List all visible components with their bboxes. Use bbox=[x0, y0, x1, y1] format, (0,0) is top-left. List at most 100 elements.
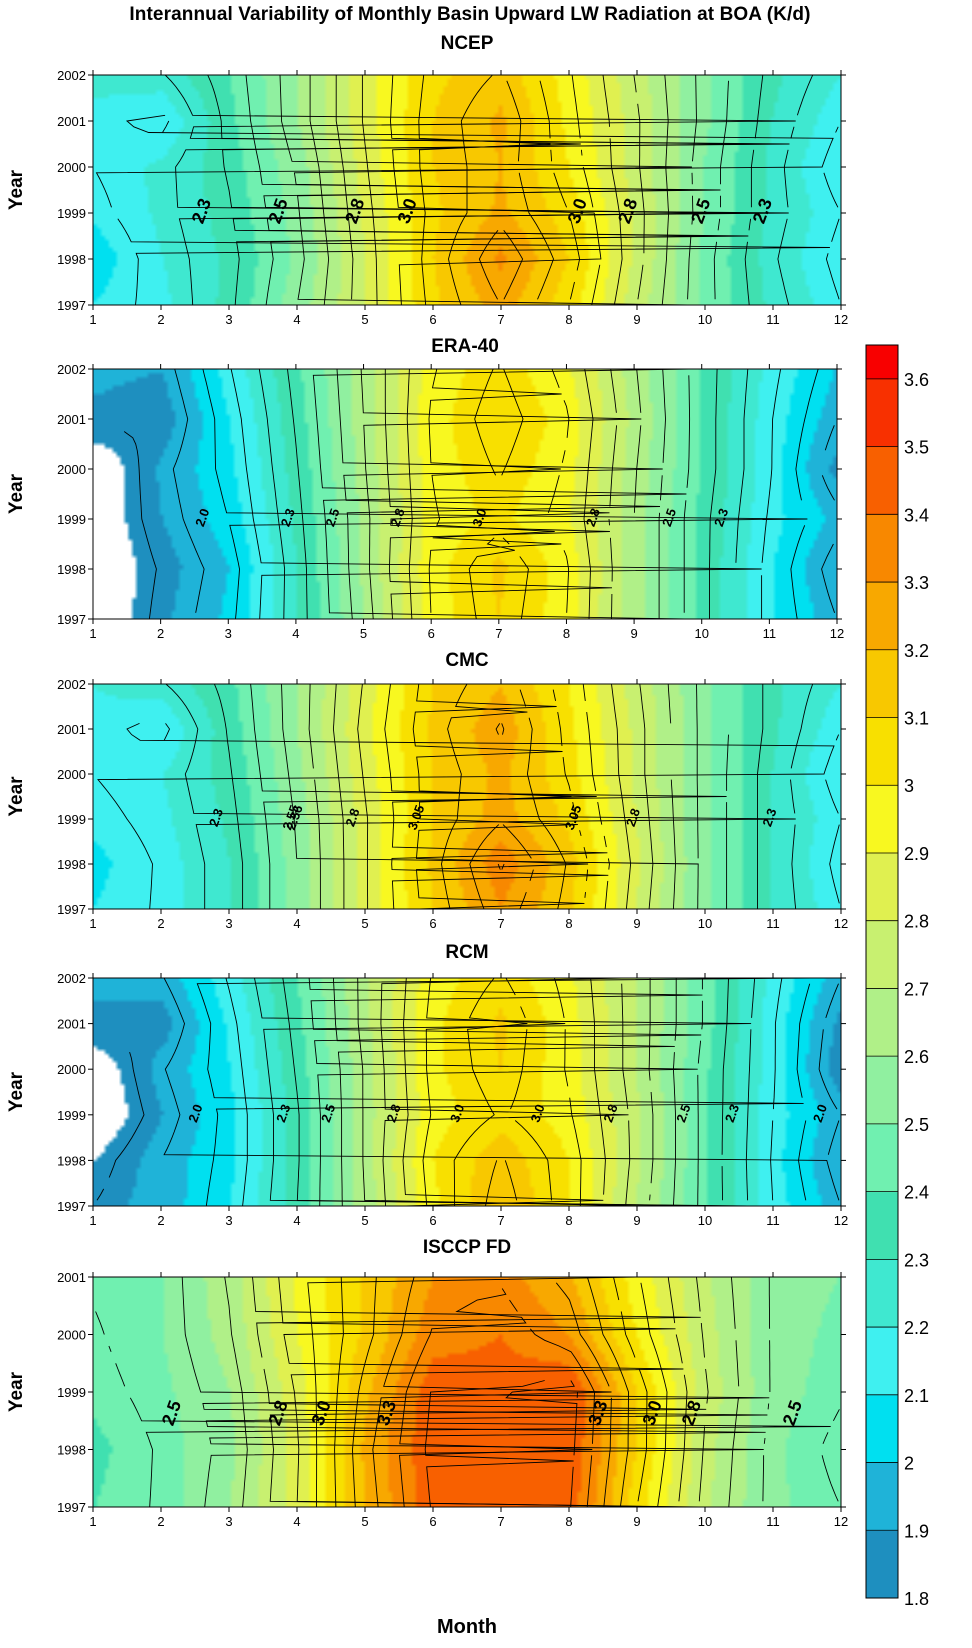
contour-line bbox=[123, 431, 157, 620]
contour-line bbox=[611, 683, 632, 910]
contour-line bbox=[254, 977, 752, 1207]
x-tick-label: 5 bbox=[361, 1213, 368, 1228]
colorbar-swatch bbox=[866, 988, 898, 1057]
contour-line bbox=[621, 983, 631, 1207]
contour-label: 2.3 bbox=[278, 506, 298, 528]
x-tick-label: 7 bbox=[497, 1514, 504, 1529]
contour-line bbox=[485, 1160, 498, 1207]
x-tick-label: 11 bbox=[766, 312, 780, 327]
x-tick-label: 2 bbox=[157, 1514, 164, 1529]
contour-line bbox=[196, 977, 812, 1207]
contour-line bbox=[352, 1276, 377, 1508]
contour-line bbox=[406, 368, 413, 620]
panel-title: ERA-40 bbox=[431, 336, 499, 357]
contour-line bbox=[95, 1311, 831, 1508]
x-tick-label: 4 bbox=[293, 312, 300, 327]
y-tick-label: 1998 bbox=[57, 1443, 86, 1458]
x-tick-label: 10 bbox=[698, 312, 712, 327]
contour-line bbox=[202, 368, 808, 620]
contour-line bbox=[282, 977, 723, 1207]
contour-line bbox=[258, 368, 286, 620]
contour-label: 3.0 bbox=[527, 1102, 547, 1124]
y-tick-label: 2000 bbox=[57, 1328, 86, 1343]
colorbar-tick-label: 3.6 bbox=[904, 370, 929, 390]
contour-line bbox=[504, 1160, 518, 1201]
contour-line bbox=[164, 74, 796, 306]
colorbar-swatch bbox=[866, 1327, 898, 1396]
contour-line bbox=[281, 683, 699, 910]
y-axis-label: Year bbox=[6, 776, 27, 817]
colorbar-tick-label: 3 bbox=[904, 776, 914, 796]
y-tick-label: 1998 bbox=[57, 1153, 86, 1168]
contour-line bbox=[207, 74, 755, 306]
contour-line bbox=[519, 689, 567, 910]
y-tick-label: 2000 bbox=[57, 462, 86, 477]
x-tick-label: 8 bbox=[565, 916, 572, 931]
panel-title: NCEP bbox=[441, 33, 494, 54]
colorbar-swatch bbox=[866, 1056, 898, 1125]
contour-line bbox=[332, 683, 345, 909]
panel-title: RCM bbox=[445, 942, 488, 963]
colorbar-swatch bbox=[866, 1191, 898, 1260]
contour-line bbox=[163, 977, 840, 1201]
x-tick-label: 8 bbox=[565, 1213, 572, 1228]
colorbar-tick-label: 2.4 bbox=[904, 1183, 929, 1203]
contour-line bbox=[661, 74, 670, 306]
x-tick-label: 3 bbox=[225, 312, 232, 327]
x-tick-label: 4 bbox=[293, 1213, 300, 1228]
contour-line bbox=[279, 74, 693, 306]
contour-line bbox=[252, 1276, 707, 1508]
contour-line bbox=[334, 1276, 344, 1508]
contour-label: 2.5 bbox=[659, 506, 679, 528]
x-tick-label: 5 bbox=[361, 916, 368, 931]
contour-line bbox=[361, 75, 378, 306]
heatmap-field bbox=[93, 684, 841, 909]
colorbar-swatch bbox=[866, 582, 898, 651]
colorbar-swatch bbox=[866, 920, 898, 989]
y-tick-label: 2001 bbox=[57, 1270, 86, 1285]
contour-label: 2.5 bbox=[673, 1102, 693, 1124]
colorbar-tick-label: 2.8 bbox=[904, 912, 929, 932]
y-tick-label: 1998 bbox=[57, 857, 86, 872]
contour-line bbox=[213, 683, 244, 909]
colorbar-swatch bbox=[866, 785, 898, 854]
contour-line bbox=[539, 80, 581, 300]
contour-line bbox=[245, 74, 721, 306]
contour-line bbox=[224, 1276, 248, 1508]
contour-line bbox=[309, 75, 330, 306]
colorbar-swatch bbox=[866, 852, 898, 922]
contour-line bbox=[501, 863, 505, 870]
contour-line bbox=[640, 1282, 668, 1508]
colorbar-tick-label: 2.7 bbox=[904, 979, 929, 999]
x-axis-label: Month bbox=[437, 1616, 497, 1638]
contour-line bbox=[390, 74, 602, 306]
contour-line bbox=[497, 863, 501, 870]
contour-label: 2.3 bbox=[206, 806, 226, 828]
contour-line bbox=[402, 977, 604, 1207]
x-tick-label: 12 bbox=[830, 626, 844, 641]
contour-line bbox=[312, 368, 689, 620]
x-tick-label: 10 bbox=[698, 1213, 712, 1228]
x-tick-label: 5 bbox=[360, 626, 367, 641]
contour-line bbox=[555, 1282, 612, 1508]
x-tick-label: 2 bbox=[157, 626, 164, 641]
y-tick-label: 1999 bbox=[57, 206, 86, 221]
x-tick-label: 6 bbox=[429, 1213, 436, 1228]
contour-line bbox=[762, 1276, 771, 1502]
x-tick-label: 10 bbox=[698, 1514, 712, 1529]
colorbar-tick-label: 3.3 bbox=[904, 573, 929, 593]
x-tick-label: 10 bbox=[694, 626, 708, 641]
x-tick-label: 1 bbox=[89, 626, 96, 641]
x-tick-label: 2 bbox=[157, 1213, 164, 1228]
contour-label: 2.8 bbox=[387, 506, 407, 528]
contour-label: 2.8 bbox=[623, 806, 643, 828]
colorbar-tick-label: 1.9 bbox=[904, 1521, 929, 1541]
contour-line bbox=[453, 977, 528, 1206]
colorbar-tick-label: 3.5 bbox=[904, 438, 929, 458]
x-tick-label: 1 bbox=[89, 1514, 96, 1529]
contour-line bbox=[613, 1276, 648, 1502]
x-tick-label: 8 bbox=[563, 626, 570, 641]
x-tick-label: 5 bbox=[361, 1514, 368, 1529]
x-tick-label: 3 bbox=[225, 1514, 232, 1529]
